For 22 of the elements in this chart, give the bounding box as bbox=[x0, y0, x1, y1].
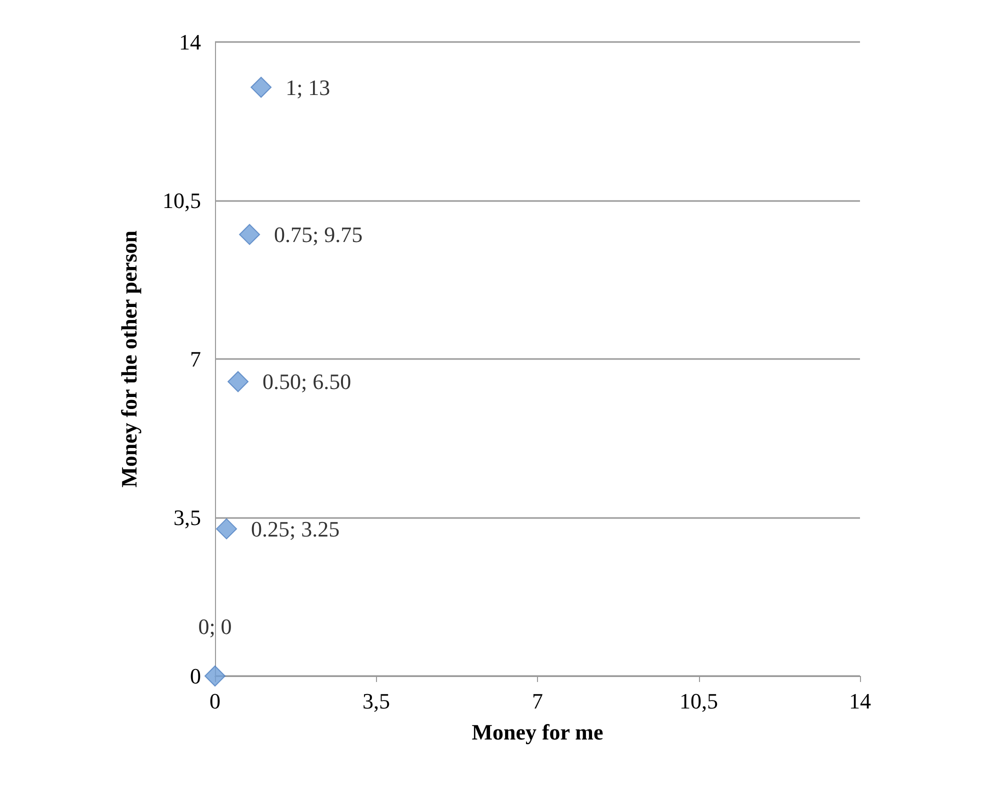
data-label: 0.75; 9.75 bbox=[274, 222, 363, 247]
point bbox=[239, 224, 260, 245]
point bbox=[228, 371, 249, 392]
y-tick-label: 14 bbox=[179, 30, 201, 54]
point bbox=[204, 666, 226, 686]
y-tick-label: 3,5 bbox=[174, 505, 201, 530]
y-tick-label: 0 bbox=[190, 664, 201, 688]
x-tick-label: 0 bbox=[210, 688, 220, 714]
point bbox=[250, 76, 272, 98]
data-label: 0; 0 bbox=[198, 614, 232, 639]
x-tick-label: 3,5 bbox=[362, 688, 390, 714]
y-tick-label: 7 bbox=[190, 346, 201, 372]
data-label: 0.25; 3.25 bbox=[251, 516, 340, 542]
x-tick-label: 10,5 bbox=[680, 688, 718, 714]
x-tick-label: 14 bbox=[849, 688, 871, 714]
point bbox=[216, 518, 238, 540]
y-tick-label: 10,5 bbox=[162, 188, 201, 213]
data-label: 1; 13 bbox=[286, 74, 330, 100]
x-tick-label: 7 bbox=[532, 688, 543, 714]
x-axis-title: Money for me bbox=[472, 720, 604, 744]
y-axis-title: Money for the other person bbox=[116, 230, 142, 488]
data-label: 0.50; 6.50 bbox=[262, 369, 352, 394]
